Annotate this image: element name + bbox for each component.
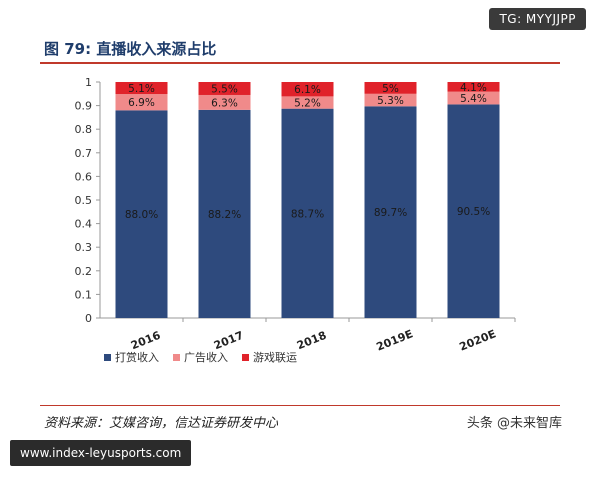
stacked-bar-chart: 0 0.1 0.2 0.3 0.4 0.5 0.6 0.7 0.8 0.9 1 88.0% 6.9% 5.… [75, 76, 516, 354]
data-label: 6.9% [128, 97, 155, 109]
data-label: 5.4% [460, 93, 487, 105]
bar-segment [198, 109, 251, 319]
data-label: 5% [382, 83, 399, 95]
legend-item-tipping: 打赏收入 [104, 349, 159, 365]
data-label: 6.3% [211, 97, 238, 109]
data-label: 6.1% [294, 84, 321, 96]
figure-title: 图 79: 直播收入来源占比 [44, 40, 217, 58]
x-tick-label: 2018 [295, 329, 328, 353]
data-label: 5.1% [128, 83, 155, 95]
title-divider [40, 62, 560, 64]
source-divider [40, 405, 560, 406]
bar-segment [115, 82, 168, 95]
bar-segment [281, 108, 334, 318]
chart-legend: 打赏收入 广告收入 游戏联运 [104, 349, 297, 365]
y-tick-label: 0.3 [75, 241, 93, 254]
y-tick-label: 0.2 [75, 265, 93, 278]
data-label: 88.2% [208, 209, 241, 221]
y-tick-label: 0.4 [75, 218, 93, 231]
data-label: 89.7% [374, 207, 407, 219]
data-label: 90.5% [457, 206, 490, 218]
bar-segment [281, 96, 334, 109]
watermark: 头条 @未来智库 [466, 416, 562, 431]
y-tick-label: 0.8 [75, 123, 93, 136]
data-label: 4.1% [460, 82, 487, 94]
data-label: 5.3% [377, 95, 404, 107]
data-label: 88.7% [291, 208, 324, 220]
bar-segment [447, 82, 500, 92]
bar-segment [115, 110, 168, 318]
legend-label-games: 游戏联运 [253, 351, 297, 364]
y-tick-label: 0.9 [75, 100, 93, 113]
legend-label-tipping: 打赏收入 [115, 351, 159, 364]
x-tick-label: 2019E [375, 327, 415, 353]
footer-url: www.index-leyusports.com [10, 440, 192, 466]
legend-item-games: 游戏联运 [242, 349, 297, 365]
data-label: 5.2% [294, 98, 321, 110]
bar-segment [198, 94, 251, 110]
y-tick-label: 0.6 [75, 170, 93, 183]
x-tick-label: 2020E [458, 327, 498, 353]
legend-swatch-ads [173, 353, 180, 361]
source-note: 资料来源：艾媒咨询，信达证券研发中心 [44, 416, 279, 431]
tg-badge: TG: MYYJJPP [489, 8, 586, 30]
bar-segment [364, 82, 417, 94]
legend-swatch-tipping [104, 353, 111, 361]
bar-segment [447, 91, 500, 105]
bar-segment [364, 93, 417, 107]
legend-label-ads: 广告收入 [184, 351, 228, 364]
bar-segment [447, 104, 500, 318]
legend-item-ads: 广告收入 [173, 349, 228, 365]
y-tick-label: 0.7 [75, 147, 93, 160]
y-tick-label: 0 [85, 312, 92, 325]
y-tick-label: 1 [85, 76, 92, 89]
y-tick-label: 0.1 [75, 288, 93, 301]
data-label: 88.0% [125, 209, 158, 221]
data-label: 5.5% [211, 83, 238, 95]
bar-segment [115, 94, 168, 111]
y-tick-label: 0.5 [75, 194, 93, 207]
bar-segment [198, 82, 251, 95]
bar-segment [281, 82, 334, 97]
bar-segment [364, 106, 417, 318]
legend-swatch-games [242, 353, 249, 361]
